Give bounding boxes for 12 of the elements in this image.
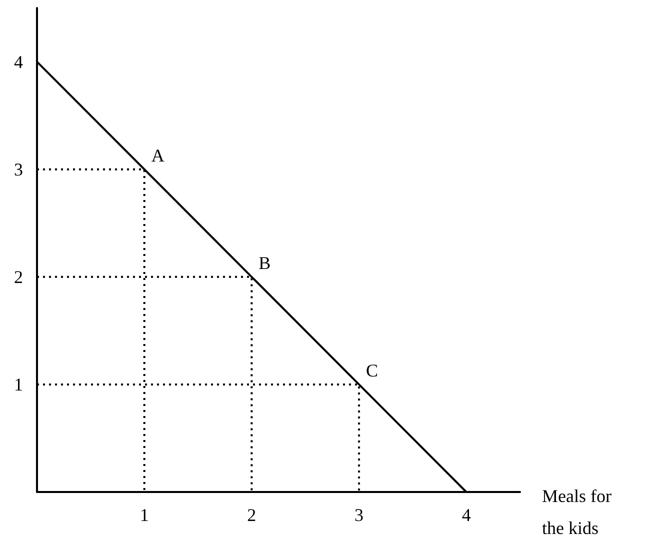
y-tick-label: 3 [14,159,23,180]
y-tick-label: 1 [14,374,23,394]
y-tick-label: 2 [14,266,23,287]
annotation: B [258,252,271,273]
x-axis-title: Meals for the kids [542,486,616,538]
x-tick-label: 1 [140,505,149,525]
y-tick-label: 4 [14,52,23,72]
x-tick-label: 3 [354,505,364,525]
annotation: C [366,360,378,380]
x-tick-label: 2 [247,505,256,525]
annotation: A [151,145,164,166]
x-tick-label: 4 [462,505,471,525]
